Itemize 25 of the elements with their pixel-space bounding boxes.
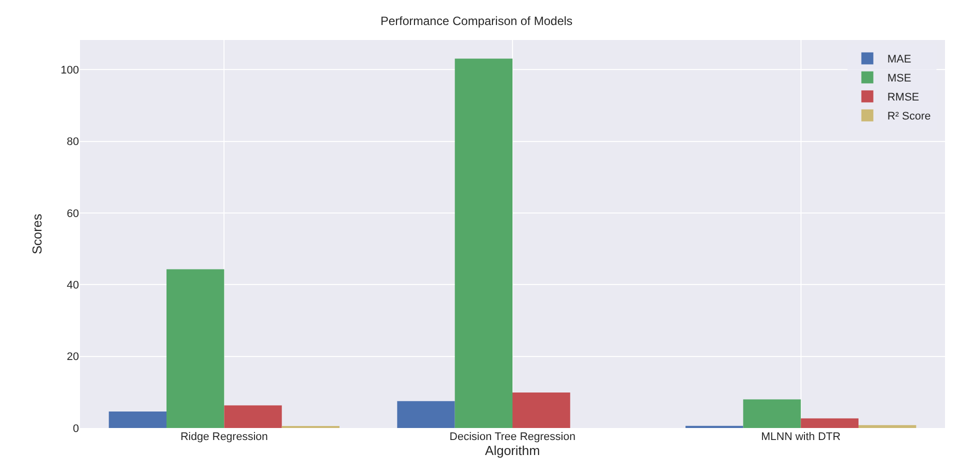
legend-label: MSE (887, 72, 912, 85)
y-axis-title: Scores (30, 213, 45, 254)
x-tick-label: Decision Tree Regression (450, 431, 576, 443)
bar (454, 58, 512, 428)
bar (743, 399, 801, 428)
legend-label: MAE (887, 54, 912, 66)
y-tick-label: 40 (66, 280, 79, 292)
bar (108, 412, 166, 428)
bar (224, 405, 282, 428)
legend-label: RMSE (887, 92, 920, 104)
bar (166, 269, 224, 428)
y-tick-label: 80 (66, 136, 79, 148)
y-tick-label: 100 (60, 64, 79, 77)
legend-label: R² Score (887, 110, 931, 123)
bar (800, 418, 858, 428)
x-axis-title: Algorithm (485, 443, 540, 458)
chart-title: Performance Comparison of Models (380, 14, 573, 28)
bar (512, 392, 570, 428)
x-tick-label: Ridge Regression (180, 431, 268, 443)
y-tick-label: 60 (66, 208, 79, 220)
y-tick-label: 0 (72, 422, 79, 435)
y-tick-label: 20 (66, 351, 79, 364)
bar (858, 425, 916, 428)
bar (397, 401, 455, 428)
x-tick-label: MLNN with DTR (761, 431, 841, 443)
